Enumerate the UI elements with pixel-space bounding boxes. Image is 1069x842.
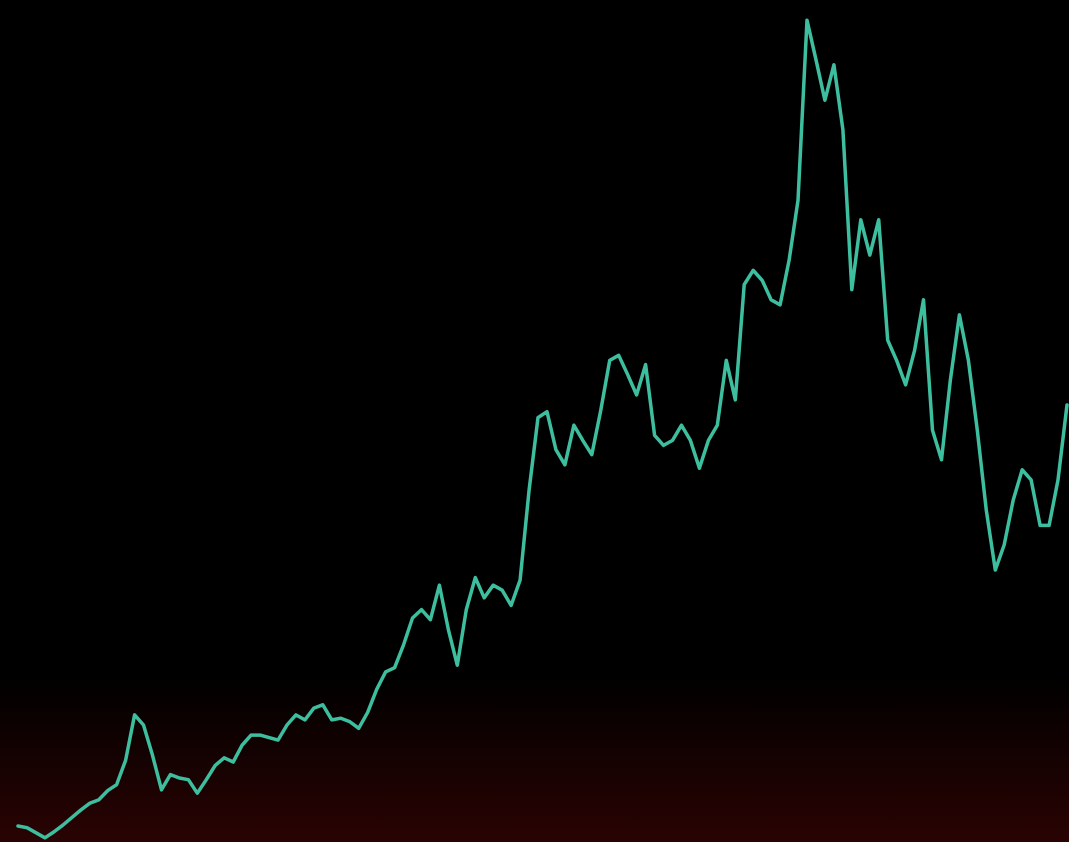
price-line [16, 18, 1069, 840]
